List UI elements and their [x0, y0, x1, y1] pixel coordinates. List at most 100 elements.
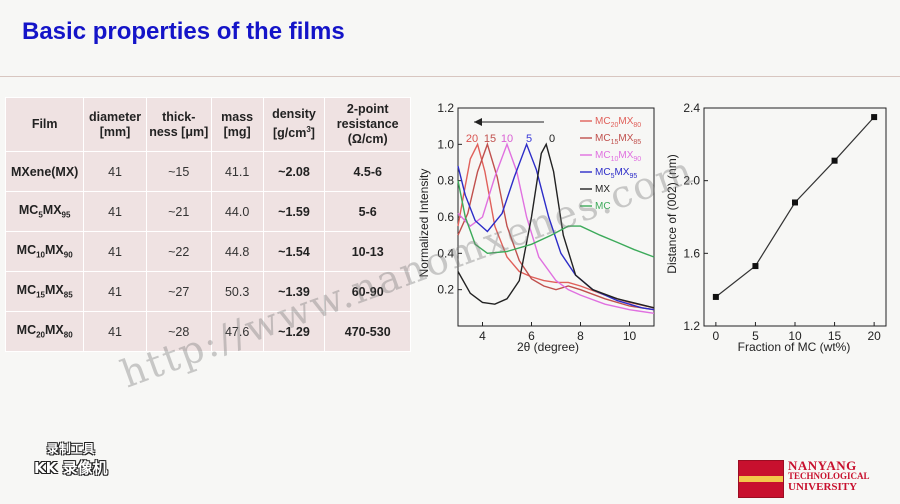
header-film: Film [4, 97, 85, 152]
cell-mass: 44.8 [210, 231, 264, 272]
ntu-name-line2: TECHNOLOGICAL [788, 471, 870, 481]
cell-thickness: ~15 [145, 151, 212, 192]
d-x-tick-label: 10 [788, 329, 802, 343]
d-plot-frame [703, 107, 887, 327]
xrd-legend-label: MC5MX95 [595, 167, 637, 180]
xrd-legend-label: MC [595, 201, 611, 212]
xrd-y-axis-label: Normalized Intensity [417, 169, 431, 278]
xrd-legend-label: MX [595, 184, 610, 195]
d-x-axis-label: Fraction of MC (wt%) [738, 340, 851, 354]
cell-mass: 50.3 [210, 271, 264, 312]
cell-film: MC10MX90 [4, 231, 85, 272]
xrd-series-line [457, 142, 655, 311]
xrd-y-tick-label: 1.0 [437, 137, 454, 151]
xrd-x-tick-label: 4 [479, 329, 486, 343]
xrd-peak-labels: 20 15 10 5 0 [466, 133, 555, 145]
d-x-tick-label: 20 [867, 329, 881, 343]
xrd-series-line [457, 142, 655, 309]
xrd-peak-label: 15 [484, 133, 496, 145]
d-x-tick-label: 5 [752, 329, 759, 343]
cell-diameter: 41 [83, 271, 147, 312]
cell-density: ~1.29 [262, 311, 326, 352]
xrd-y-tick-label: 0.2 [437, 283, 454, 297]
d-axes [703, 107, 887, 327]
xrd-x-tick-label: 8 [577, 329, 584, 343]
cell-diameter: 41 [83, 311, 147, 352]
cell-diameter: 41 [83, 191, 147, 232]
d-y-tick-label: 2.4 [683, 101, 700, 115]
xrd-legend-label: MC20MX80 [595, 116, 641, 129]
recorder-logo-line1: 录制工具 [46, 442, 95, 456]
cell-film: MC5MX95 [4, 191, 85, 232]
d-data-point [792, 199, 798, 206]
d-data-point [831, 157, 838, 164]
cell-film: MC15MX85 [4, 271, 85, 312]
d-spacing-chart: 0 5 10 15 20 1.2 1.6 2.0 2.4 Fraction of MC (wt%… [665, 101, 887, 354]
d-data-point [871, 114, 878, 121]
xrd-pattern-chart: 4 6 8 10 0.2 0.4 0.6 0.8 1.0 1.2 20 15 10 5 0 MC20MX8… [417, 101, 655, 354]
cell-mass: 41.1 [210, 151, 264, 192]
d-y-tick-label: 1.6 [683, 246, 700, 260]
xrd-legend-label: MC10MX90 [595, 150, 641, 163]
header-mass: mass [mg] [210, 97, 264, 152]
cell-resistance: 60-90 [324, 271, 411, 312]
cell-density: ~1.39 [262, 271, 326, 312]
cell-resistance: 5-6 [324, 191, 411, 232]
xrd-x-tick-label: 6 [528, 329, 535, 343]
table-row: MXene(MX) 41 ~15 41.1 ~2.08 4.5-6 [4, 151, 411, 192]
xrd-arrow-head-icon [474, 118, 482, 126]
header-thickness: thick-ness [μm] [145, 97, 212, 152]
slide-title: Basic properties of the films [22, 18, 345, 45]
xrd-peak-label: 0 [549, 133, 555, 145]
d-x-tick-label: 15 [828, 329, 842, 343]
recorder-logo: 录制工具 KK 录像机 [34, 440, 107, 478]
d-series-line [712, 114, 878, 300]
xrd-x-axis-label: 2θ (degree) [517, 340, 579, 354]
xrd-tick-labels: 4 6 8 10 0.2 0.4 0.6 0.8 1.0 1.2 [437, 101, 636, 343]
table-row: MC20MX80 41 ~28 47.6 ~1.29 470-530 [4, 311, 411, 352]
xrd-peak-label: 5 [526, 133, 532, 145]
d-data-point [712, 293, 719, 300]
d-y-tick-label: 1.2 [683, 319, 700, 333]
xrd-y-tick-label: 1.2 [437, 101, 454, 115]
xrd-series-lines [457, 142, 655, 314]
table-row: MC10MX90 41 ~22 44.8 ~1.54 10-13 [4, 231, 411, 272]
cell-density: ~1.54 [262, 231, 326, 272]
xrd-legend-label: MC15MX85 [595, 133, 641, 146]
d-y-axis-label: Distance of (002) (nm) [665, 154, 679, 273]
header-resistance: 2-point resistance (Ω/cm) [324, 97, 411, 152]
cell-film: MC20MX80 [4, 311, 85, 352]
cell-thickness: ~28 [145, 311, 212, 352]
title-divider [0, 76, 900, 77]
cell-density: ~2.08 [262, 151, 326, 192]
cell-thickness: ~27 [145, 271, 212, 312]
xrd-axes [457, 107, 655, 327]
cell-resistance: 470-530 [324, 311, 411, 352]
d-series-line [715, 116, 875, 298]
cell-resistance: 10-13 [324, 231, 411, 272]
d-y-tick-label: 2.0 [683, 174, 700, 188]
xrd-y-tick-label: 0.8 [437, 174, 454, 188]
cell-diameter: 41 [83, 151, 147, 192]
xrd-series-line [457, 180, 655, 258]
header-density: density [g/cm3] [262, 97, 326, 152]
xrd-x-tick-label: 10 [623, 329, 637, 343]
xrd-series-line [457, 142, 655, 309]
film-properties-table: Film diameter [mm] thick-ness [μm] mass [m… [4, 97, 411, 352]
cell-density: ~1.59 [262, 191, 326, 232]
cell-film: MXene(MX) [4, 151, 85, 192]
cell-resistance: 4.5-6 [324, 151, 411, 192]
cell-diameter: 41 [83, 231, 147, 272]
xrd-peak-label: 20 [466, 133, 478, 145]
ntu-crest-icon [738, 460, 784, 498]
cell-mass: 44.0 [210, 191, 264, 232]
xrd-legend: MC20MX80 MC15MX85 MC10MX90 MC5MX95 MX MC [580, 116, 641, 212]
xrd-y-tick-label: 0.4 [437, 246, 454, 260]
xrd-peak-label: 10 [501, 133, 513, 145]
d-tick-labels: 0 5 10 15 20 1.2 1.6 2.0 2.4 [683, 101, 881, 343]
d-x-tick-label: 0 [713, 329, 720, 343]
cell-thickness: ~22 [145, 231, 212, 272]
d-data-point [752, 263, 759, 270]
table-row: MC5MX95 41 ~21 44.0 ~1.59 5-6 [4, 191, 411, 232]
xrd-y-tick-label: 0.6 [437, 210, 454, 224]
